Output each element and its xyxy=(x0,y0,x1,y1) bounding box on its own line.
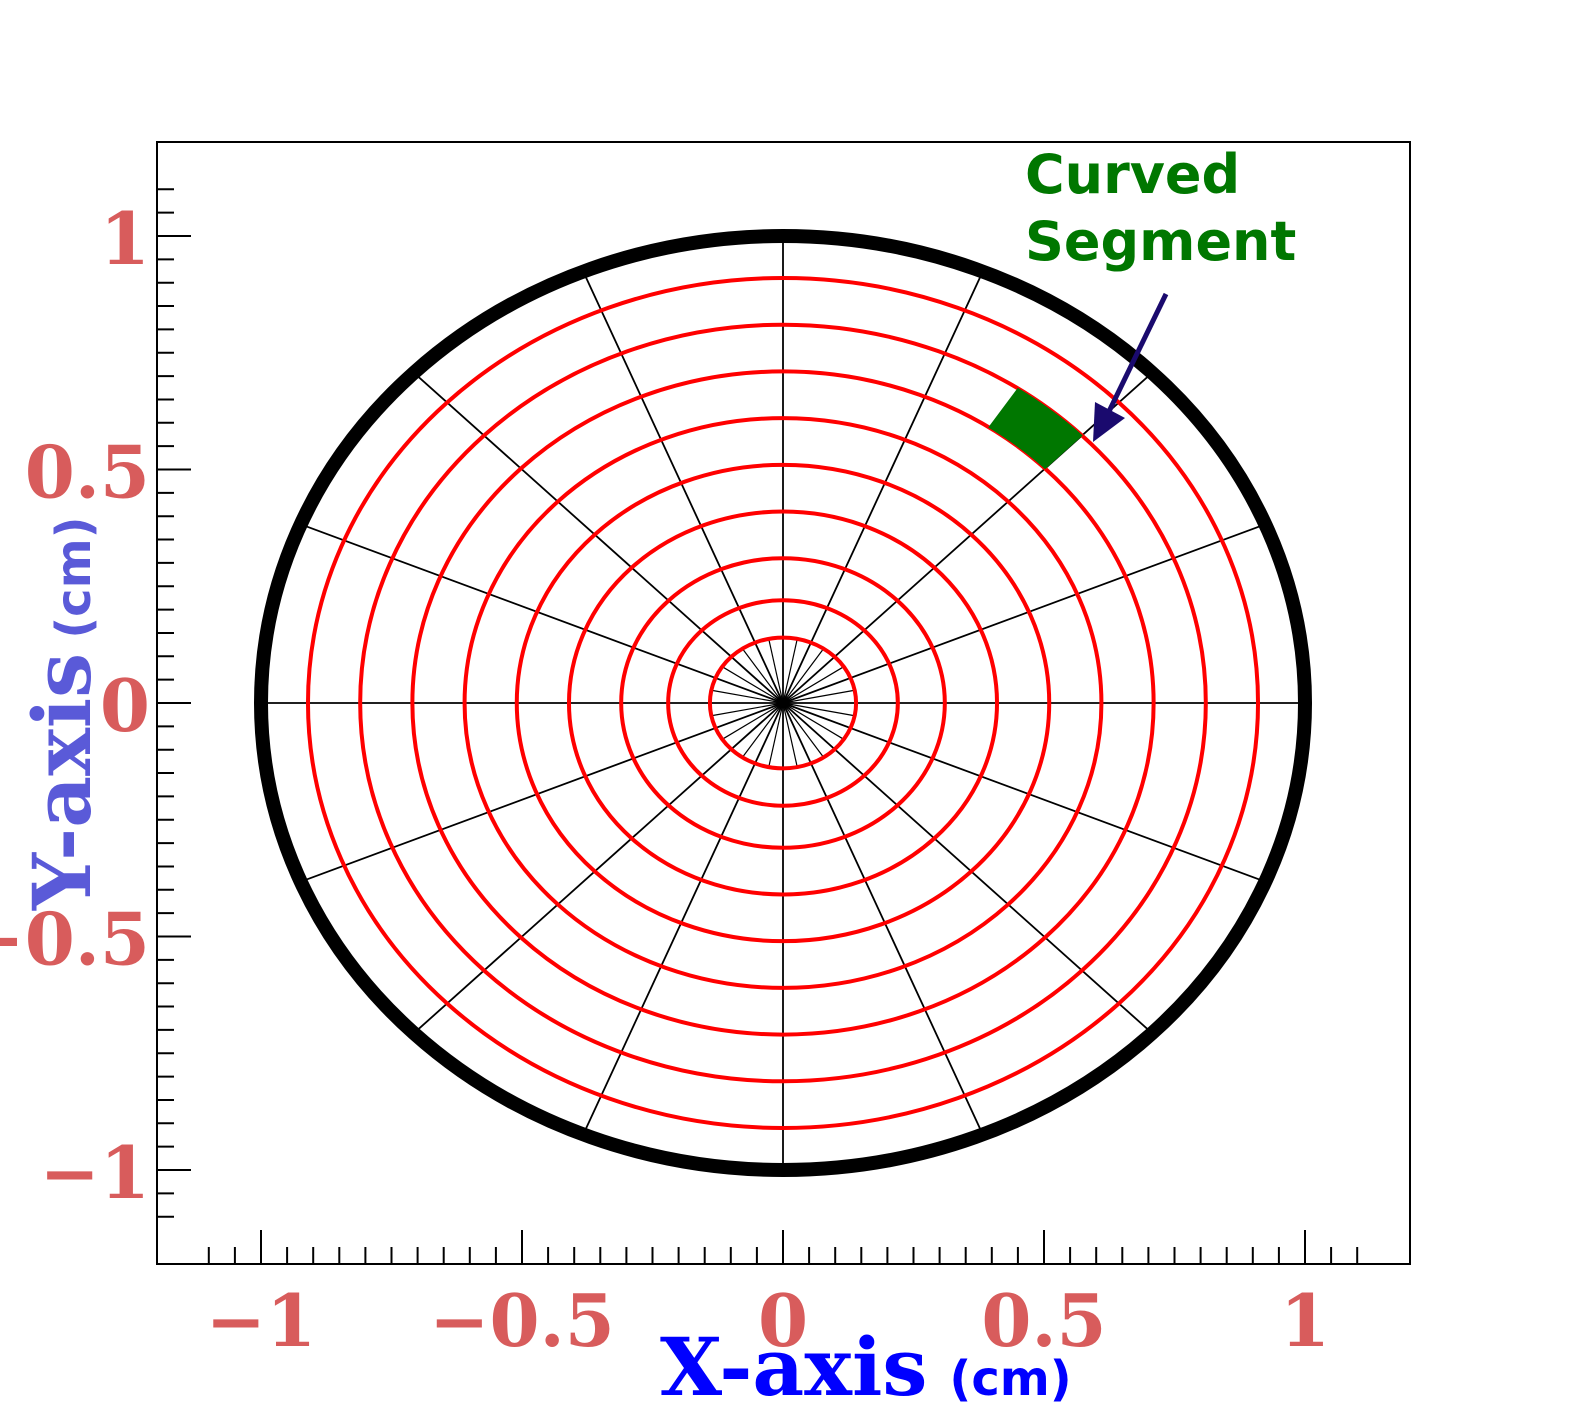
x-axis-title-unit: (cm) xyxy=(949,1351,1071,1407)
x-tick-label: 1 xyxy=(1280,1278,1330,1363)
y-axis-title: Y-axis (cm) xyxy=(15,516,109,911)
x-axis-title: X-axis (cm) xyxy=(660,1320,1072,1412)
y-axis-title-main: Y-axis xyxy=(15,653,109,911)
radial-line xyxy=(782,702,984,1135)
inner-radial-line xyxy=(741,702,784,758)
radial-line xyxy=(782,702,1153,1034)
inner-radial-line xyxy=(782,666,845,704)
outer-boundary xyxy=(254,229,1312,1177)
inner-radial-line xyxy=(782,648,825,704)
x-tick-labels: −1 −0.5 0 0.5 1 xyxy=(206,1278,1330,1363)
inner-radial-line xyxy=(768,702,784,768)
radial-line xyxy=(782,523,1266,704)
radial-line xyxy=(413,702,784,1034)
inner-radial-line xyxy=(782,702,798,768)
y-tick-label: −1 xyxy=(40,1130,150,1215)
concentric-circle xyxy=(566,509,1000,897)
radial-line xyxy=(413,372,784,704)
radial-line xyxy=(582,271,784,704)
radial-line xyxy=(782,372,1153,704)
inner-radial-line xyxy=(711,702,784,717)
inner-radial-line xyxy=(711,689,784,704)
inner-radial-line xyxy=(721,666,784,704)
y-tick-labels: −1 −0.5 0 0.5 1 xyxy=(0,196,150,1215)
axis-ticks xyxy=(157,188,1359,1264)
highlighted-segment-group xyxy=(988,387,1083,470)
concentric-circle xyxy=(707,635,859,771)
concentric-circles xyxy=(305,276,1261,1130)
x-tick-label: −0.5 xyxy=(429,1278,615,1363)
concentric-circle xyxy=(619,556,947,850)
radial-line xyxy=(300,523,784,704)
radial-line xyxy=(300,702,784,883)
concentric-circle xyxy=(410,369,1156,1037)
inner-radial-line xyxy=(721,702,784,740)
radial-line xyxy=(582,702,784,1135)
concentric-circle xyxy=(514,462,1052,944)
x-axis-title-main: X-axis xyxy=(660,1320,927,1412)
inner-radial-line xyxy=(782,689,855,704)
y-tick-label: 1 xyxy=(100,196,150,281)
y-tick-label: 0 xyxy=(100,663,150,748)
annotation-group: Curved Segment xyxy=(1025,143,1296,442)
concentric-circle xyxy=(358,322,1208,1084)
x-tick-label: −1 xyxy=(206,1278,316,1363)
concentric-circle xyxy=(305,276,1261,1130)
annotation-arrow-head xyxy=(1093,402,1125,442)
concentric-circle xyxy=(666,598,900,808)
y-axis-title-unit: (cm) xyxy=(46,516,102,638)
inner-radial-line xyxy=(782,702,855,717)
radial-line xyxy=(782,702,1266,883)
inner-radial-line xyxy=(782,702,825,758)
radial-lines xyxy=(261,236,1305,1170)
y-tick-label: −0.5 xyxy=(0,897,150,982)
inner-radial-line xyxy=(768,638,784,704)
x-tick-label: 0 xyxy=(758,1278,808,1363)
annotation-line-2: Segment xyxy=(1025,210,1296,273)
annotation-arrow-shaft xyxy=(1097,292,1169,432)
annotation-line-1: Curved xyxy=(1025,143,1240,206)
outer-boundary-group xyxy=(254,229,1312,1177)
concentric-circle xyxy=(462,416,1104,990)
x-tick-label: 0.5 xyxy=(981,1278,1106,1363)
inner-radial-line xyxy=(741,648,784,704)
inner-radial-line xyxy=(782,702,845,740)
highlighted-segment xyxy=(988,387,1083,470)
inner-radial-line xyxy=(782,638,798,704)
y-tick-label: 0.5 xyxy=(25,430,150,515)
radial-line xyxy=(782,271,984,704)
